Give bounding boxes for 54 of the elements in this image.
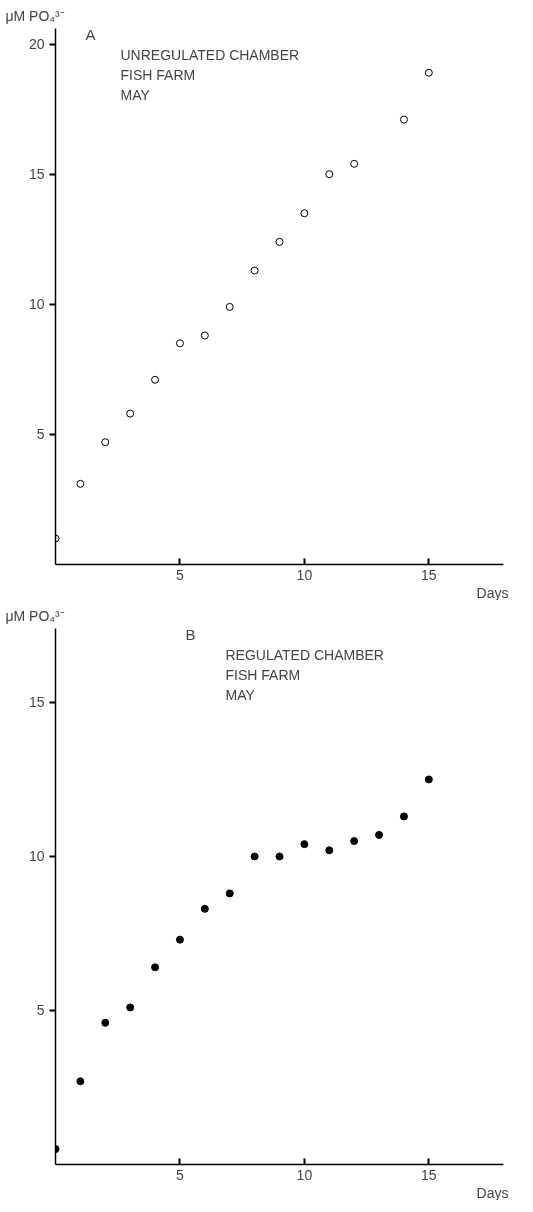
point [225,302,234,311]
annotation: FISH FARM [225,666,301,683]
point [175,935,184,944]
point [101,438,110,447]
point [200,904,209,913]
point [175,339,184,348]
annotation: A [85,25,96,43]
point [225,889,234,898]
y-tick-label: 5 [36,1002,45,1019]
point [76,1077,85,1086]
point [200,331,209,340]
y-tick-label: 10 [28,848,45,865]
point [300,840,309,849]
point [250,266,259,275]
point [350,159,359,168]
y-tick-label: 5 [36,426,45,443]
point [424,775,433,784]
point [126,409,135,418]
annotation: MAY [120,86,151,103]
point [375,830,384,839]
point [300,209,309,218]
point [126,1003,135,1012]
x-axis-title: Days [476,584,509,601]
annotation: UNREGULATED CHAMBER [120,46,300,63]
annotation: REGULATED CHAMBER [225,646,384,663]
y-tick-label: 15 [28,166,45,183]
point [350,837,359,846]
x-axis-title: Days [476,1184,509,1201]
point [275,852,284,861]
annotation: MAY [225,686,256,703]
point [275,237,284,246]
point [325,170,334,179]
x-tick-label: 5 [176,566,185,583]
point [250,852,259,861]
point [325,846,334,855]
y-axis-title: μM PO₄³⁻ [5,607,65,624]
x-tick-label: 10 [296,566,313,583]
y-tick-label: 10 [28,296,45,313]
x-tick-label: 15 [421,1166,437,1183]
x-tick-label: 5 [176,1166,185,1183]
point [101,1018,110,1027]
y-tick-label: 15 [28,694,45,711]
annotation: B [185,625,196,643]
point [76,479,85,488]
y-tick-label: 20 [28,36,45,53]
point [424,68,433,77]
x-tick-label: 10 [296,1166,313,1183]
annotation: FISH FARM [120,66,196,83]
point [151,963,160,972]
point [399,115,408,124]
point [399,812,408,821]
y-axis-title: μM PO₄³⁻ [5,7,65,24]
point [151,375,160,384]
x-tick-label: 15 [421,566,437,583]
